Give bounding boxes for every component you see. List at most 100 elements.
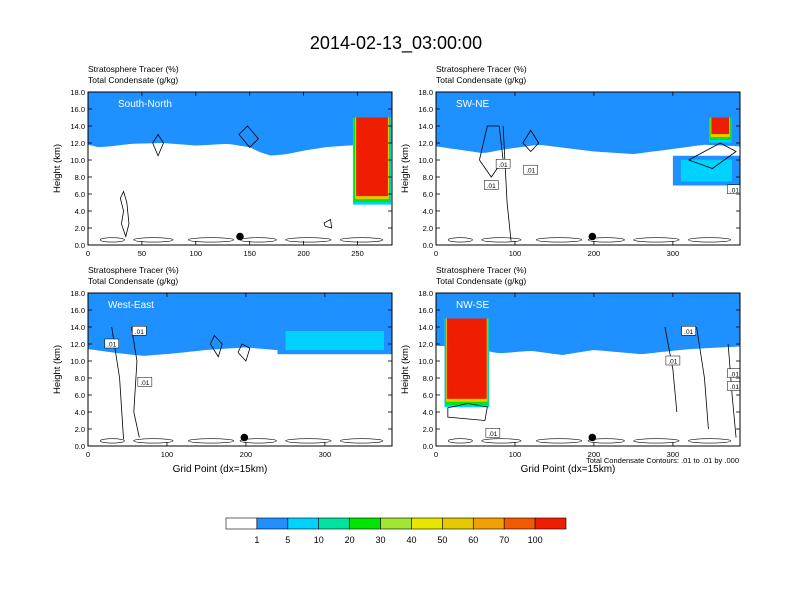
surface-contour-0 xyxy=(447,438,473,444)
contour-label-2: .01 xyxy=(730,371,739,378)
y-tick-label: 8.0 xyxy=(75,173,85,182)
contour-label-2: .01 xyxy=(526,168,535,175)
x-tick-label: 300 xyxy=(667,450,680,459)
colorbar-box-6 xyxy=(411,517,443,530)
x-tick-label: 0 xyxy=(86,450,90,459)
plot-area: .01 .01 .01 xyxy=(88,293,392,446)
y-tick-label: 12.0 xyxy=(418,139,433,148)
surface-contour-3 xyxy=(239,438,277,444)
condensate-contour-2 xyxy=(152,133,164,157)
surface-contour-3 xyxy=(587,438,625,444)
surface-contour-2 xyxy=(536,438,583,444)
surface-contour-5 xyxy=(340,237,384,243)
y-tick-label: 14.0 xyxy=(418,122,433,131)
intrusion-0-layer-3 xyxy=(711,117,730,135)
panel-title-line-1: Total Condensate (g/kg) xyxy=(436,276,526,286)
condensate-contour-3 xyxy=(323,218,333,229)
contour-label-2: .01 xyxy=(140,380,149,387)
location-marker xyxy=(236,232,244,241)
plot-frame xyxy=(435,91,741,246)
y-tick-label: 4.0 xyxy=(75,207,85,216)
plot-frame xyxy=(87,91,393,246)
surface-contour-5 xyxy=(688,438,732,444)
surface-contour-0 xyxy=(99,438,125,444)
contour-label-box-3 xyxy=(727,381,740,391)
y-axis-label: Height (km) xyxy=(400,345,411,394)
colorbar-label-9: 100 xyxy=(528,535,543,545)
surface-contour-1 xyxy=(481,438,522,444)
panel-title-line-0: Stratosphere Tracer (%) xyxy=(88,265,179,275)
colorbar-box-3 xyxy=(318,517,350,530)
contour-label-box-4 xyxy=(485,428,501,438)
contour-label-3: .01 xyxy=(730,384,739,391)
x-tick-label: 50 xyxy=(138,249,146,258)
y-tick-label: 18.0 xyxy=(418,88,433,97)
contour-label-box-2 xyxy=(727,368,740,378)
panel-label: SW-NE xyxy=(456,99,489,110)
contour-label-box-1 xyxy=(132,326,147,336)
intrusion-0-layer-3 xyxy=(446,318,487,399)
condensate-contour-2 xyxy=(210,334,223,358)
colorbar-label-5: 40 xyxy=(406,535,416,545)
plot-area: .01 .01 .01 .01 xyxy=(436,92,740,245)
surface-contour-4 xyxy=(633,237,680,243)
colorbar-label-6: 50 xyxy=(437,535,447,545)
contour-label-box-0 xyxy=(104,338,119,349)
y-tick-label: 8.0 xyxy=(75,374,85,383)
y-tick-label: 4.0 xyxy=(75,408,85,417)
surface-contour-1 xyxy=(481,237,522,243)
contour-label-3: .01 xyxy=(730,187,739,194)
location-marker xyxy=(588,433,597,442)
contour-label-box-2 xyxy=(137,377,153,387)
x-tick-label: 300 xyxy=(667,249,680,258)
x-tick-label: 100 xyxy=(161,450,174,459)
condensate-contour-2 xyxy=(696,326,709,430)
y-tick-label: 14.0 xyxy=(418,323,433,332)
colorbar-label-8: 70 xyxy=(499,535,509,545)
surface-contour-4 xyxy=(633,438,680,444)
colorbar-box-1 xyxy=(256,517,289,530)
surface-contour-0 xyxy=(447,237,473,243)
surface-contour-5 xyxy=(688,237,732,243)
plot-area: .01 .01 .01 .01 .01 xyxy=(436,293,740,446)
condensate-contour-1 xyxy=(238,125,259,148)
x-tick-label: 200 xyxy=(297,249,310,258)
condensate-contour-1 xyxy=(664,326,678,413)
colorbar-box-7 xyxy=(442,517,474,530)
colorbar-box-0 xyxy=(225,517,258,530)
condensate-contour-2 xyxy=(522,129,540,153)
tracer-band-1 xyxy=(436,293,740,355)
y-tick-label: 12.0 xyxy=(418,340,433,349)
x-tick-label: 0 xyxy=(434,249,438,258)
colorbar-box-2 xyxy=(287,517,320,530)
y-axis-label: Height (km) xyxy=(52,144,63,193)
intrusion-0-layer-3 xyxy=(356,117,388,197)
y-tick-label: 0.0 xyxy=(75,442,85,451)
panel-title-line-1: Total Condensate (g/kg) xyxy=(436,75,526,85)
contour-label-1: .01 xyxy=(668,359,677,366)
contour-label-box-1 xyxy=(484,180,499,190)
x-tick-label: 200 xyxy=(240,450,253,459)
y-tick-label: 16.0 xyxy=(418,105,433,114)
panel-title-line-1: Total Condensate (g/kg) xyxy=(88,276,178,286)
colorbar-label-7: 60 xyxy=(468,535,478,545)
plot-frame xyxy=(87,292,393,447)
y-tick-label: 2.0 xyxy=(75,224,85,233)
colorbar-box-8 xyxy=(472,517,505,530)
contour-label-0: .01 xyxy=(499,162,508,169)
panel-label: South-North xyxy=(118,99,172,110)
figure-title: 2014-02-13_03:00:00 xyxy=(310,33,482,54)
tracer-band-1 xyxy=(436,92,740,155)
y-tick-label: 2.0 xyxy=(75,425,85,434)
y-tick-label: 10.0 xyxy=(418,156,433,165)
contour-label-box-1 xyxy=(665,355,681,366)
colorbar-label-4: 30 xyxy=(376,535,386,545)
y-tick-label: 18.0 xyxy=(70,88,85,97)
x-tick-label: 150 xyxy=(243,249,256,258)
panel-label: NW-SE xyxy=(456,300,489,311)
y-tick-label: 10.0 xyxy=(70,357,85,366)
contour-label-box-0 xyxy=(495,159,511,169)
y-tick-label: 18.0 xyxy=(70,289,85,298)
x-axis-label: Grid Point (dx=15km) xyxy=(521,464,616,475)
